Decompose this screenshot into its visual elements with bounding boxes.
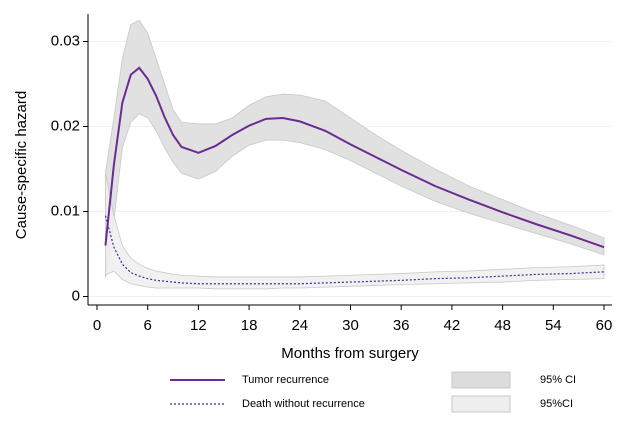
x-tick-label: 48	[494, 317, 511, 334]
x-tick-label: 60	[596, 317, 613, 334]
legend-label: Tumor recurrence	[242, 374, 329, 386]
legend-swatch	[451, 395, 511, 413]
y-tick-label: 0.02	[51, 117, 80, 134]
ci-band	[105, 19, 605, 278]
x-axis-title: Months from surgery	[281, 345, 419, 362]
x-tick-label: 36	[393, 317, 410, 334]
x-tick-label: 0	[93, 317, 101, 334]
y-tick-label: 0	[72, 287, 80, 304]
legend-label: Death without recurrence	[242, 398, 365, 410]
x-tick-label: 24	[291, 317, 308, 334]
legend-swatch	[451, 371, 511, 389]
x-tick-label: 12	[190, 317, 207, 334]
x-tick-label: 30	[342, 317, 359, 334]
y-tick-label: 0.01	[51, 202, 80, 219]
series-line	[104, 66, 605, 249]
legend-label: 95% CI	[540, 374, 576, 386]
y-tick-label: 0.03	[51, 32, 80, 49]
x-tick-label: 54	[545, 317, 562, 334]
legend-label: 95%CI	[540, 398, 573, 410]
x-tick-label: 42	[444, 317, 461, 334]
ci-band	[105, 173, 605, 290]
x-tick-label: 6	[144, 317, 152, 334]
y-axis-title: Cause-specific hazard	[13, 91, 30, 239]
x-tick-label: 18	[241, 317, 258, 334]
